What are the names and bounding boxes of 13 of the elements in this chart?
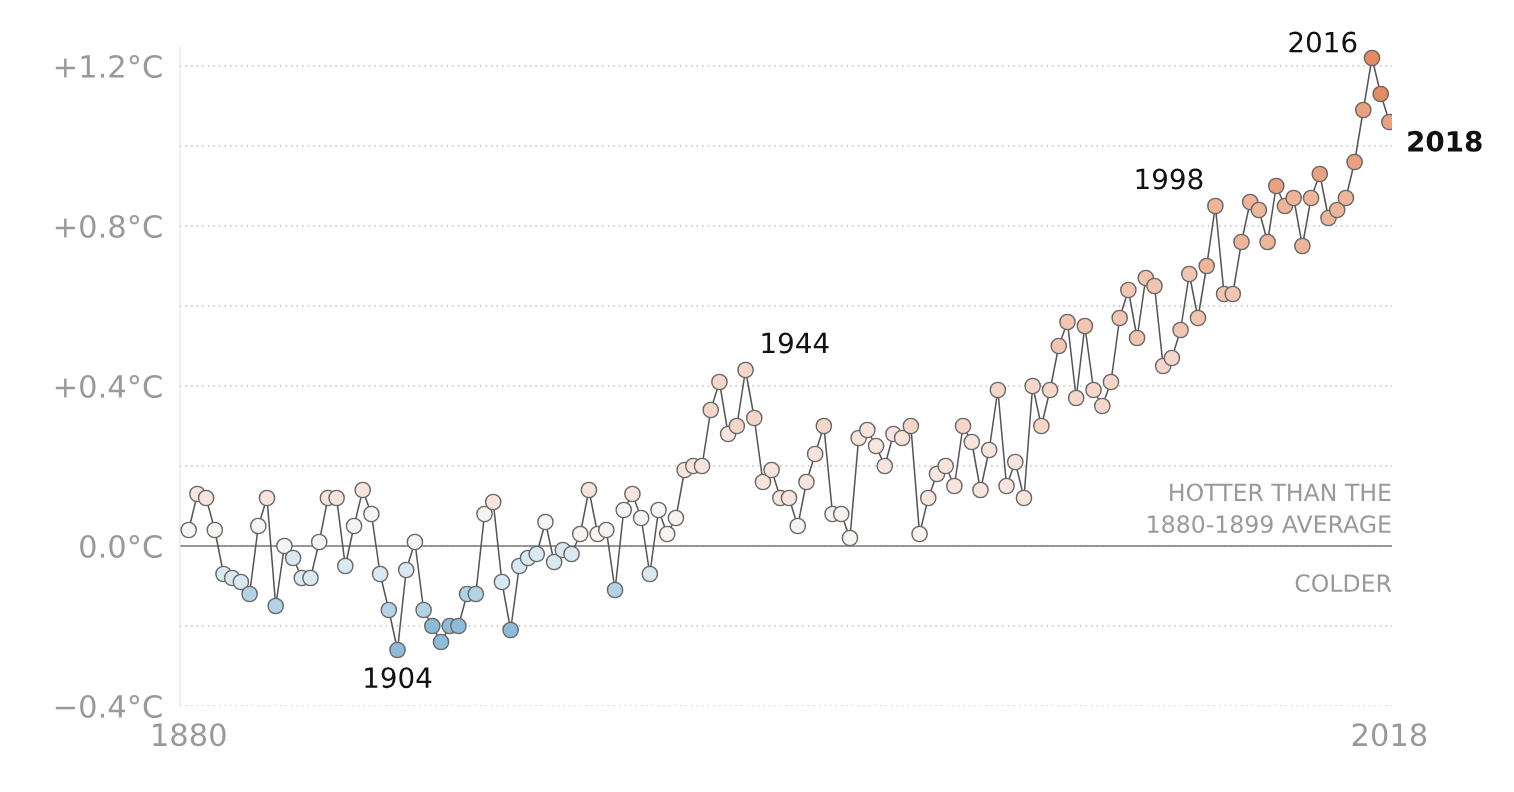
annotation: 1904: [365, 667, 432, 689]
y-tick-label: +0.4°C: [55, 374, 162, 399]
x-tick-label: 1880: [153, 723, 226, 747]
annotation: 1998: [1136, 168, 1203, 190]
y-tick-label: +0.8°C: [55, 214, 162, 239]
annotation: 1944: [762, 332, 829, 354]
y-tick-label: −0.4°C: [55, 694, 162, 719]
y-tick-label: 0.0°C: [80, 534, 162, 559]
y-tick-label: +1.2°C: [55, 54, 162, 79]
annotation: COLDER: [1295, 574, 1392, 593]
annotation: 2018: [1408, 130, 1482, 152]
annotation: 2016: [1289, 31, 1357, 53]
annotation: HOTTER THAN THE 1880-1899 AVERAGE: [1148, 483, 1391, 534]
